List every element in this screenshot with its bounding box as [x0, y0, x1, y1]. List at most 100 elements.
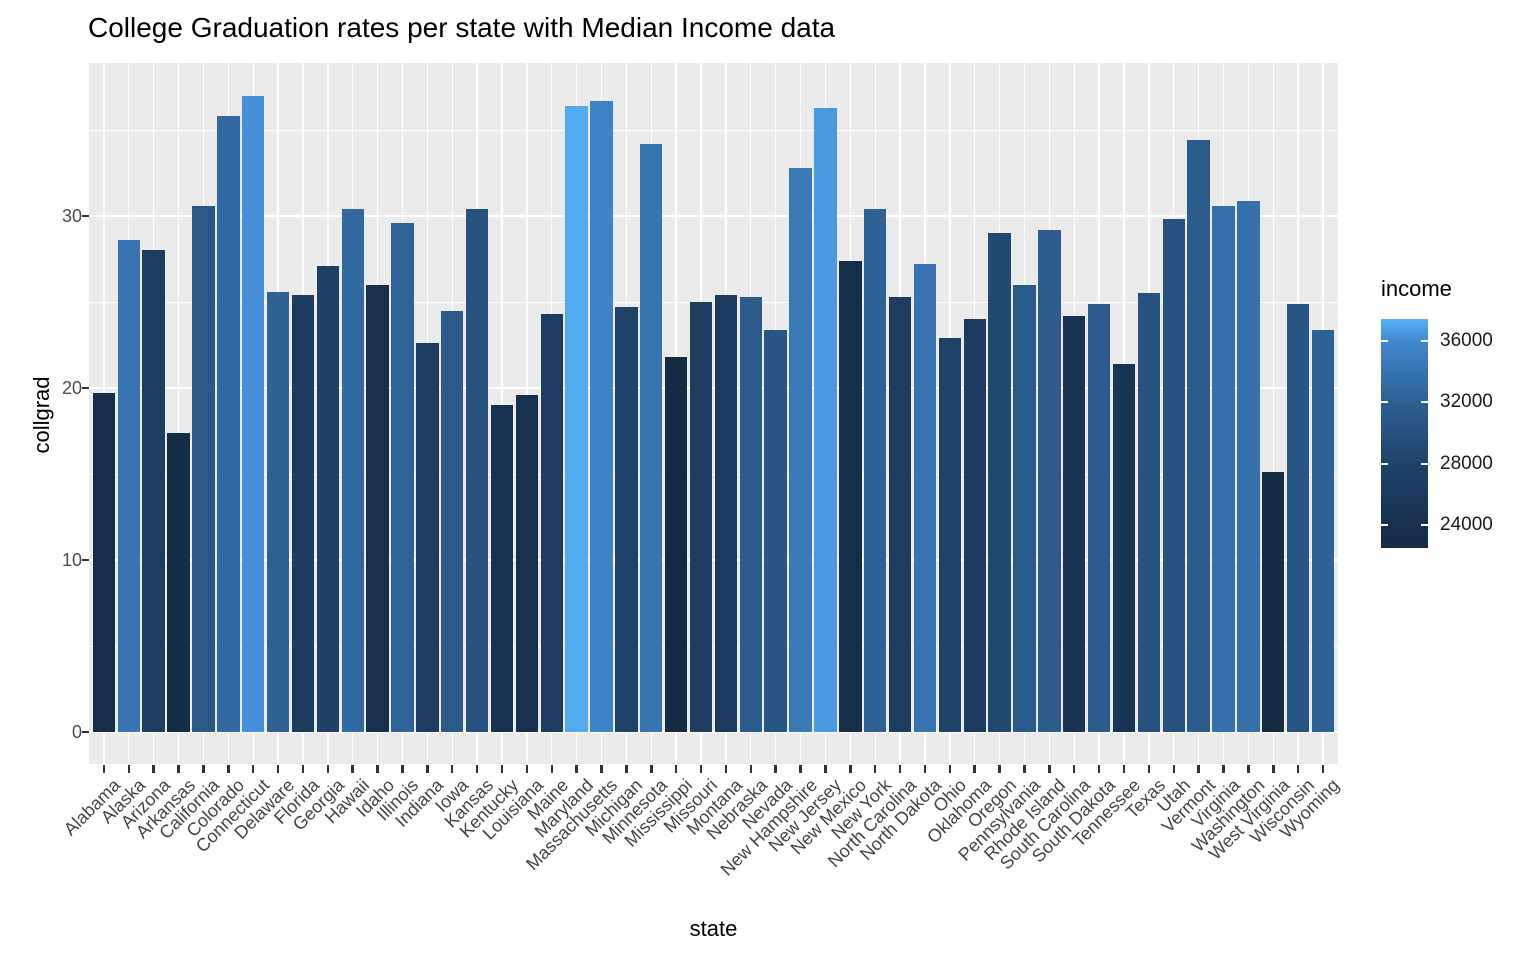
bar-colorado — [217, 116, 240, 732]
x-tick-mark-23 — [674, 765, 678, 773]
x-tick-mark-30 — [849, 765, 852, 773]
bar-utah — [1162, 219, 1185, 732]
bar-georgia — [316, 265, 340, 732]
gridline-major-30 — [89, 215, 1338, 217]
bar-tennessee — [1112, 363, 1136, 732]
bar-louisiana — [515, 394, 539, 732]
x-tick-mark-35 — [973, 765, 976, 773]
gridline-minor-5 — [89, 646, 1338, 647]
gridline-x-47 — [1272, 63, 1274, 764]
bar-iowa — [441, 310, 464, 732]
x-tick-mark-26 — [749, 765, 753, 773]
bar-massachusetts — [590, 100, 613, 732]
bar-ohio — [938, 338, 962, 732]
x-tick-mark-38 — [1048, 765, 1051, 773]
y-tick-mark-30 — [82, 215, 89, 217]
y-tick-mark-10 — [82, 559, 89, 561]
bar-oregon — [988, 233, 1011, 732]
x-tick-mark-42 — [1147, 765, 1151, 773]
bar-west-virginia — [1262, 472, 1285, 732]
x-tick-mark-43 — [1172, 765, 1176, 773]
gridline-major-10 — [89, 559, 1338, 561]
y-tick-label-30: 30 — [61, 206, 82, 226]
bar-alabama — [92, 393, 116, 732]
legend-tick-label-24000: 24000 — [1440, 514, 1493, 536]
x-tick-mark-27 — [774, 765, 777, 773]
bar-illinois — [391, 222, 414, 732]
gridline-x-3 — [177, 63, 180, 764]
bar-alaska — [117, 240, 140, 732]
x-tick-mark-6 — [251, 765, 255, 773]
gridline-minor-15 — [89, 474, 1338, 475]
bar-nebraska — [739, 296, 762, 732]
bar-maine — [540, 314, 563, 732]
bar-new-york — [864, 209, 887, 732]
bar-nevada — [764, 329, 787, 732]
legend-tick-left-32000 — [1381, 401, 1388, 404]
y-tick-label-10: 10 — [61, 550, 82, 570]
legend-tick-label-28000: 28000 — [1440, 452, 1493, 474]
bar-rhode-island — [1038, 229, 1061, 732]
bar-new-hampshire — [789, 167, 812, 732]
x-tick-mark-2 — [152, 765, 155, 773]
plot-panel — [89, 63, 1338, 764]
y-axis-title: collgrad — [29, 376, 54, 454]
bar-south-carolina — [1063, 315, 1086, 732]
bar-washington — [1237, 200, 1260, 732]
y-tick-label-20: 20 — [61, 378, 82, 398]
legend-tick-label-32000: 32000 — [1440, 391, 1493, 413]
x-tick-mark-3 — [177, 765, 180, 773]
x-tick-mark-15 — [475, 765, 479, 773]
bar-florida — [291, 295, 315, 732]
bar-wisconsin — [1286, 303, 1310, 732]
legend-tick-left-28000 — [1381, 462, 1388, 465]
x-tick-mark-14 — [450, 765, 454, 773]
bar-minnesota — [640, 143, 663, 732]
bar-arizona — [142, 250, 165, 732]
legend-tick-right-24000 — [1421, 524, 1428, 527]
x-tick-mark-48 — [1296, 765, 1300, 773]
bar-montana — [714, 295, 738, 732]
bar-connecticut — [242, 95, 265, 732]
x-tick-mark-44 — [1197, 765, 1200, 773]
legend-tick-right-32000 — [1421, 401, 1428, 404]
bar-hawaii — [341, 209, 364, 732]
x-tick-mark-40 — [1097, 765, 1101, 773]
x-tick-mark-8 — [301, 765, 305, 773]
bar-idaho — [366, 284, 389, 732]
x-tick-mark-34 — [948, 765, 952, 773]
x-tick-mark-21 — [625, 765, 628, 773]
bar-virginia — [1212, 205, 1235, 732]
bar-texas — [1137, 293, 1161, 732]
bar-oklahoma — [963, 319, 986, 732]
bar-arkansas — [167, 432, 190, 732]
x-tick-mark-39 — [1072, 765, 1076, 773]
bar-wyoming — [1311, 329, 1335, 732]
bar-michigan — [615, 307, 638, 732]
x-tick-mark-19 — [575, 765, 578, 773]
x-tick-mark-1 — [127, 765, 131, 773]
x-axis-title: state — [689, 916, 738, 941]
chart-title: College Graduation rates per state with … — [88, 12, 836, 43]
x-tick-mark-33 — [923, 765, 927, 773]
x-tick-mark-16 — [500, 765, 504, 773]
gridline-major-20 — [89, 387, 1338, 389]
bar-missouri — [689, 302, 713, 732]
bar-new-mexico — [839, 260, 862, 732]
x-tick-mark-25 — [724, 765, 728, 773]
x-tick-mark-0 — [102, 765, 106, 773]
x-tick-mark-47 — [1272, 765, 1275, 773]
x-tick-mark-49 — [1321, 765, 1325, 773]
x-tick-mark-10 — [351, 765, 354, 773]
gridline-minor-25 — [89, 302, 1338, 303]
gridline-major-0 — [89, 731, 1338, 733]
legend-tick-right-36000 — [1421, 340, 1428, 343]
bar-delaware — [266, 291, 290, 732]
x-tick-mark-41 — [1122, 765, 1126, 773]
legend: income 24000 28000 32000 36000 — [1360, 270, 1536, 570]
legend-title: income — [1381, 276, 1452, 301]
bar-indiana — [416, 343, 439, 732]
bar-north-carolina — [888, 296, 912, 732]
x-tick-mark-11 — [376, 765, 379, 773]
